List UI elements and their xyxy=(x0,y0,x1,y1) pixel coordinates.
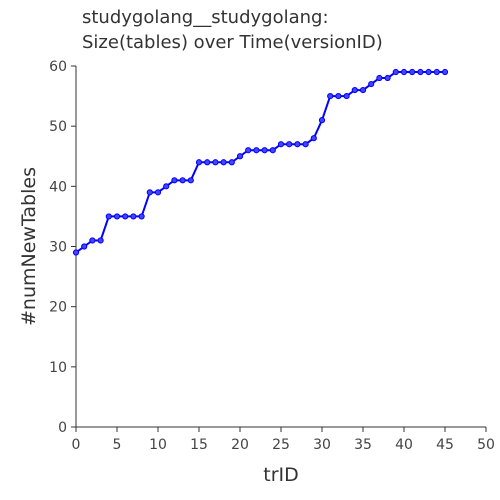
x-tick-label: 40 xyxy=(395,437,413,453)
data-point xyxy=(179,177,186,184)
data-point xyxy=(318,117,326,124)
data-point xyxy=(122,213,129,220)
data-point xyxy=(154,189,162,196)
y-tick-label: 30 xyxy=(49,240,67,256)
data-point xyxy=(195,159,203,166)
data-point xyxy=(368,80,375,88)
data-point xyxy=(327,92,334,100)
x-tick-label: 5 xyxy=(113,437,122,453)
y-tick-label: 40 xyxy=(49,179,67,195)
y-tick-label: 50 xyxy=(49,119,67,135)
x-axis-label: trID xyxy=(263,464,299,486)
data-point xyxy=(236,153,244,160)
y-tick-label: 20 xyxy=(49,300,67,316)
data-point xyxy=(146,189,153,196)
x-tick-label: 45 xyxy=(436,437,454,453)
data-point xyxy=(163,183,170,190)
series-line xyxy=(75,71,445,254)
data-point xyxy=(72,249,80,256)
data-point xyxy=(286,141,293,148)
data-point xyxy=(171,177,178,184)
x-tick-label: 10 xyxy=(149,437,167,453)
data-point xyxy=(376,74,383,82)
data-point xyxy=(359,86,367,94)
data-point xyxy=(138,213,145,220)
axes: 0 5 10 15 20 25 30 35 40 45 50 0 10 20 30 40 50 60 xyxy=(49,59,495,453)
chart-title: studygolang__studygolang: Size(tables) o… xyxy=(82,7,383,53)
chart-title-line-2: Size(tables) over Time(versionID) xyxy=(82,32,383,53)
data-point xyxy=(392,68,399,76)
data-point xyxy=(105,213,112,220)
data-point xyxy=(425,68,432,76)
data-point xyxy=(409,68,416,76)
data-point xyxy=(261,147,268,154)
x-tick-label: 35 xyxy=(354,437,372,453)
y-tick-label: 0 xyxy=(58,420,67,436)
x-axis-ticks: 0 5 10 15 20 25 30 35 40 45 50 xyxy=(72,427,495,453)
series-points xyxy=(72,68,449,256)
data-point xyxy=(277,141,285,148)
x-tick-label: 30 xyxy=(313,437,331,453)
data-point xyxy=(310,135,317,142)
data-point xyxy=(253,147,260,154)
data-point xyxy=(228,159,235,166)
data-point xyxy=(89,237,96,244)
data-point xyxy=(343,92,350,100)
plot-area xyxy=(72,68,449,256)
data-point xyxy=(417,68,424,76)
data-point xyxy=(187,177,194,184)
x-tick-label: 0 xyxy=(72,437,81,453)
y-axis-ticks: 0 10 20 30 40 50 60 xyxy=(49,59,76,436)
data-point xyxy=(400,68,408,76)
data-point xyxy=(204,159,211,166)
data-point xyxy=(245,147,252,154)
data-point xyxy=(384,74,391,82)
y-axis-label: #numNewTables xyxy=(18,167,40,326)
data-point xyxy=(130,213,137,220)
data-point xyxy=(302,141,309,148)
data-point xyxy=(212,159,219,166)
x-tick-label: 25 xyxy=(272,437,290,453)
data-point xyxy=(97,237,104,244)
data-point xyxy=(351,86,358,94)
x-tick-label: 20 xyxy=(231,437,249,453)
data-point xyxy=(441,68,449,76)
data-point xyxy=(81,243,88,250)
data-point xyxy=(220,159,227,166)
data-point xyxy=(433,68,440,76)
chart-title-line-1: studygolang__studygolang: xyxy=(82,7,329,28)
x-tick-label: 50 xyxy=(477,437,495,453)
data-point xyxy=(294,141,301,148)
y-tick-label: 10 xyxy=(49,360,67,376)
data-point xyxy=(113,213,121,220)
data-point xyxy=(335,92,342,100)
x-tick-label: 15 xyxy=(190,437,208,453)
y-tick-label: 60 xyxy=(49,59,67,75)
data-point xyxy=(269,147,276,154)
